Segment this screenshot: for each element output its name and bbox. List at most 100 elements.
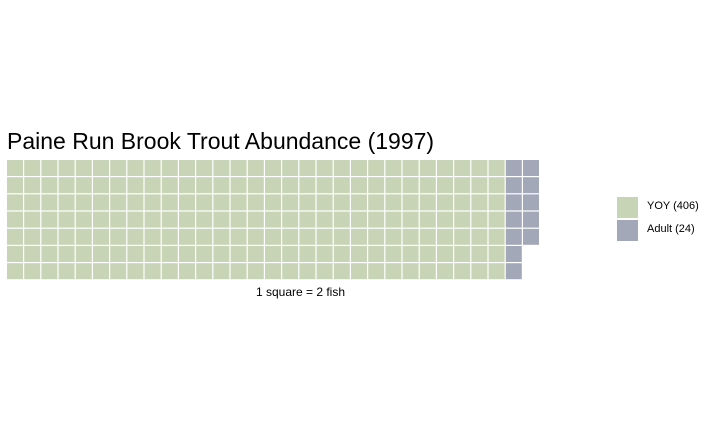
waffle-square-yoy <box>282 177 299 194</box>
waffle-square-yoy <box>41 263 58 280</box>
waffle-square-yoy <box>24 263 41 280</box>
waffle-square-yoy <box>351 211 367 228</box>
waffle-square-yoy <box>58 160 75 176</box>
waffle-square-yoy <box>299 160 316 176</box>
waffle-square-yoy <box>333 246 350 262</box>
waffle-square-yoy <box>213 177 230 194</box>
waffle-square-yoy <box>437 194 453 211</box>
waffle-square-yoy <box>282 194 299 211</box>
waffle-square-yoy <box>419 160 436 176</box>
waffle-square-yoy <box>488 177 505 194</box>
waffle-square-yoy <box>419 211 436 228</box>
waffle-square-yoy <box>110 228 127 245</box>
waffle-square-yoy <box>7 194 23 211</box>
waffle-square-yoy <box>437 228 453 245</box>
waffle-square-yoy <box>368 228 385 245</box>
waffle-square-yoy <box>385 211 402 228</box>
waffle-square-adult <box>505 263 522 280</box>
waffle-square-yoy <box>58 194 75 211</box>
waffle-square-yoy <box>333 228 350 245</box>
waffle-square-yoy <box>471 194 488 211</box>
chart-caption: 1 square = 2 fish <box>255 285 346 299</box>
waffle-square-yoy <box>471 160 488 176</box>
waffle-square-yoy <box>265 228 281 245</box>
waffle-square-adult <box>523 177 539 194</box>
waffle-square-yoy <box>41 211 58 228</box>
waffle-square-yoy <box>230 246 247 262</box>
waffle-square-yoy <box>282 211 299 228</box>
waffle-square-yoy <box>419 194 436 211</box>
waffle-square-yoy <box>368 211 385 228</box>
waffle-square-yoy <box>127 246 144 262</box>
waffle-square-yoy <box>247 263 264 280</box>
waffle-square-yoy <box>75 211 92 228</box>
waffle-square-yoy <box>213 246 230 262</box>
waffle-square-yoy <box>282 263 299 280</box>
waffle-square-yoy <box>351 228 367 245</box>
waffle-square-adult <box>505 246 522 262</box>
waffle-square-yoy <box>110 194 127 211</box>
waffle-square-yoy <box>93 246 109 262</box>
waffle-square-yoy <box>368 160 385 176</box>
waffle-square-yoy <box>24 211 41 228</box>
waffle-square-yoy <box>179 177 195 194</box>
waffle-square-yoy <box>58 177 75 194</box>
waffle-square-yoy <box>161 263 178 280</box>
waffle-square-yoy <box>127 160 144 176</box>
legend-label-adult: Adult (24) <box>647 223 695 235</box>
waffle-square-yoy <box>230 194 247 211</box>
waffle-square-yoy <box>230 211 247 228</box>
waffle-square-yoy <box>58 211 75 228</box>
waffle-square-yoy <box>265 194 281 211</box>
waffle-square-yoy <box>93 160 109 176</box>
waffle-square-yoy <box>316 160 333 176</box>
waffle-square-yoy <box>247 160 264 176</box>
waffle-square-yoy <box>419 246 436 262</box>
waffle-square-yoy <box>282 160 299 176</box>
waffle-square-adult <box>505 194 522 211</box>
waffle-square-yoy <box>316 263 333 280</box>
waffle-square-yoy <box>213 228 230 245</box>
waffle-square-yoy <box>93 177 109 194</box>
waffle-square-yoy <box>299 246 316 262</box>
waffle-square-yoy <box>454 160 471 176</box>
waffle-square-yoy <box>196 177 213 194</box>
waffle-square-yoy <box>419 177 436 194</box>
waffle-square-yoy <box>385 177 402 194</box>
waffle-square-yoy <box>402 263 419 280</box>
waffle-square-yoy <box>488 211 505 228</box>
waffle-square-yoy <box>24 194 41 211</box>
waffle-square-yoy <box>454 177 471 194</box>
waffle-square-yoy <box>316 177 333 194</box>
waffle-square-yoy <box>437 263 453 280</box>
waffle-square-yoy <box>196 246 213 262</box>
waffle-square-yoy <box>454 211 471 228</box>
waffle-square-yoy <box>402 177 419 194</box>
waffle-square-yoy <box>41 228 58 245</box>
waffle-square-yoy <box>247 194 264 211</box>
waffle-square-yoy <box>179 211 195 228</box>
waffle-square-yoy <box>454 194 471 211</box>
waffle-square-yoy <box>488 246 505 262</box>
waffle-square-yoy <box>127 194 144 211</box>
waffle-square-yoy <box>454 263 471 280</box>
waffle-square-yoy <box>385 194 402 211</box>
waffle-square-yoy <box>24 177 41 194</box>
waffle-square-yoy <box>161 177 178 194</box>
waffle-square-yoy <box>333 177 350 194</box>
waffle-square-yoy <box>179 263 195 280</box>
waffle-square-yoy <box>161 211 178 228</box>
waffle-square-yoy <box>127 177 144 194</box>
waffle-square-adult <box>505 160 522 176</box>
waffle-square-yoy <box>368 194 385 211</box>
waffle-square-yoy <box>488 228 505 245</box>
waffle-square-yoy <box>161 160 178 176</box>
waffle-square-yoy <box>75 177 92 194</box>
waffle-square-yoy <box>299 177 316 194</box>
waffle-square-yoy <box>402 160 419 176</box>
waffle-square-yoy <box>93 228 109 245</box>
waffle-square-yoy <box>179 246 195 262</box>
waffle-square-yoy <box>299 263 316 280</box>
legend-label-yoy: YOY (406) <box>647 200 699 212</box>
waffle-square-yoy <box>196 211 213 228</box>
